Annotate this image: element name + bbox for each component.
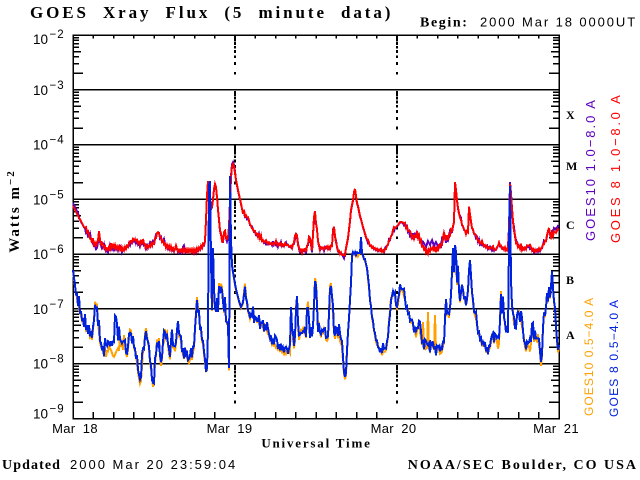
svg-text:Mar 20: Mar 20	[371, 421, 417, 436]
svg-text:GOES 8 1.0−8.0 A: GOES 8 1.0−8.0 A	[608, 92, 623, 243]
svg-text:10: 10	[33, 302, 48, 317]
svg-text:C: C	[566, 218, 575, 232]
svg-text:2000 Mar 18 0000UT: 2000 Mar 18 0000UT	[480, 15, 637, 30]
svg-text:Universal Time: Universal Time	[261, 436, 371, 451]
svg-text:X: X	[566, 108, 575, 122]
svg-text:10: 10	[33, 407, 48, 422]
svg-text:Mar 18: Mar 18	[52, 421, 98, 436]
svg-text:M: M	[566, 159, 577, 173]
svg-text:10: 10	[33, 247, 48, 262]
svg-text:−7: −7	[50, 299, 65, 311]
svg-text:Begin:: Begin:	[420, 16, 469, 31]
svg-text:Mar 21: Mar 21	[533, 421, 579, 436]
svg-text:GOES10 0.5−4.0 A: GOES10 0.5−4.0 A	[582, 297, 596, 416]
svg-text:Watts m−2: Watts m−2	[5, 169, 23, 253]
svg-text:Updated: Updated	[2, 458, 61, 473]
svg-text:−5: −5	[50, 189, 65, 201]
svg-text:−2: −2	[50, 29, 65, 41]
svg-text:10: 10	[33, 357, 48, 372]
svg-text:−8: −8	[50, 354, 65, 366]
svg-text:10: 10	[33, 83, 48, 98]
svg-text:10: 10	[33, 192, 48, 207]
svg-text:GOES 8 0.5−4.0 A: GOES 8 0.5−4.0 A	[607, 299, 621, 417]
svg-text:10: 10	[33, 32, 48, 47]
svg-text:NOAA/SEC Boulder, CO USA: NOAA/SEC Boulder, CO USA	[408, 458, 638, 473]
svg-text:2000 Mar 20 23:59:04: 2000 Mar 20 23:59:04	[70, 457, 237, 472]
svg-text:−9: −9	[50, 404, 65, 416]
svg-text:B: B	[566, 273, 574, 287]
svg-text:Mar 19: Mar 19	[207, 421, 253, 436]
svg-text:−4: −4	[50, 135, 65, 147]
svg-text:GOES10 1.0−8.0 A: GOES10 1.0−8.0 A	[583, 98, 598, 241]
svg-text:10: 10	[33, 138, 48, 153]
svg-text:−3: −3	[50, 80, 65, 92]
svg-text:−6: −6	[50, 244, 65, 256]
svg-text:GOES Xray Flux (5 minute data): GOES Xray Flux (5 minute data)	[30, 3, 393, 22]
svg-text:A: A	[566, 328, 575, 342]
